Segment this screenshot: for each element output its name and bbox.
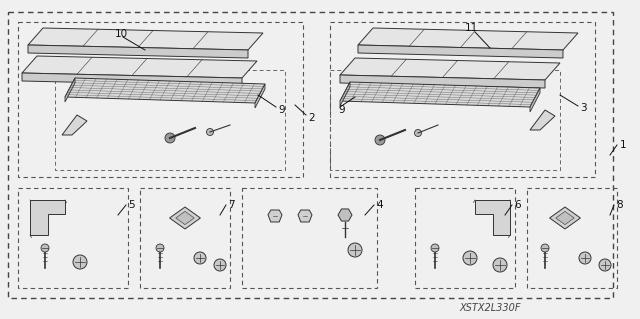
Polygon shape xyxy=(22,56,257,78)
Bar xyxy=(330,22,595,177)
Circle shape xyxy=(375,135,385,145)
Polygon shape xyxy=(268,210,282,222)
Polygon shape xyxy=(62,115,87,135)
Circle shape xyxy=(194,252,206,264)
Circle shape xyxy=(214,259,226,271)
Polygon shape xyxy=(255,84,265,108)
Text: 10: 10 xyxy=(115,29,128,39)
Text: 11: 11 xyxy=(465,23,478,33)
Bar xyxy=(415,188,515,288)
Polygon shape xyxy=(340,82,540,107)
Polygon shape xyxy=(475,200,510,235)
Bar xyxy=(330,70,560,170)
Bar xyxy=(18,188,128,288)
Text: 6: 6 xyxy=(514,200,520,210)
Circle shape xyxy=(165,133,175,143)
Text: 8: 8 xyxy=(616,200,623,210)
Polygon shape xyxy=(530,110,555,130)
Text: XSTX2L330F: XSTX2L330F xyxy=(460,303,521,313)
Polygon shape xyxy=(65,78,75,102)
Text: 7: 7 xyxy=(228,200,235,210)
Polygon shape xyxy=(340,58,560,80)
Circle shape xyxy=(73,255,87,269)
Polygon shape xyxy=(170,207,200,229)
Polygon shape xyxy=(28,45,248,58)
Circle shape xyxy=(348,243,362,257)
Bar xyxy=(140,188,230,288)
Circle shape xyxy=(41,244,49,252)
Bar xyxy=(18,22,303,177)
Circle shape xyxy=(579,252,591,264)
Circle shape xyxy=(599,259,611,271)
Polygon shape xyxy=(556,211,574,225)
Polygon shape xyxy=(298,210,312,222)
Text: 9: 9 xyxy=(338,105,344,115)
Polygon shape xyxy=(358,45,563,58)
Polygon shape xyxy=(22,73,242,86)
Polygon shape xyxy=(550,207,580,229)
Polygon shape xyxy=(340,82,350,106)
Circle shape xyxy=(463,251,477,265)
Circle shape xyxy=(431,244,439,252)
Text: 2: 2 xyxy=(308,113,315,123)
Text: 4: 4 xyxy=(376,200,383,210)
Bar xyxy=(55,70,285,170)
Polygon shape xyxy=(176,211,195,225)
Circle shape xyxy=(207,129,214,136)
Bar xyxy=(8,12,613,298)
Bar xyxy=(242,188,377,288)
Polygon shape xyxy=(30,200,65,235)
Polygon shape xyxy=(65,78,265,103)
Text: 5: 5 xyxy=(128,200,134,210)
Circle shape xyxy=(541,244,549,252)
Text: 9: 9 xyxy=(278,105,285,115)
Circle shape xyxy=(156,244,164,252)
Polygon shape xyxy=(358,28,578,50)
Text: 1: 1 xyxy=(620,140,627,150)
Polygon shape xyxy=(28,28,263,50)
Circle shape xyxy=(493,258,507,272)
Polygon shape xyxy=(338,209,352,221)
Polygon shape xyxy=(530,88,540,112)
Polygon shape xyxy=(340,75,545,88)
Text: 3: 3 xyxy=(580,103,587,113)
Bar xyxy=(527,188,617,288)
Circle shape xyxy=(415,130,422,137)
